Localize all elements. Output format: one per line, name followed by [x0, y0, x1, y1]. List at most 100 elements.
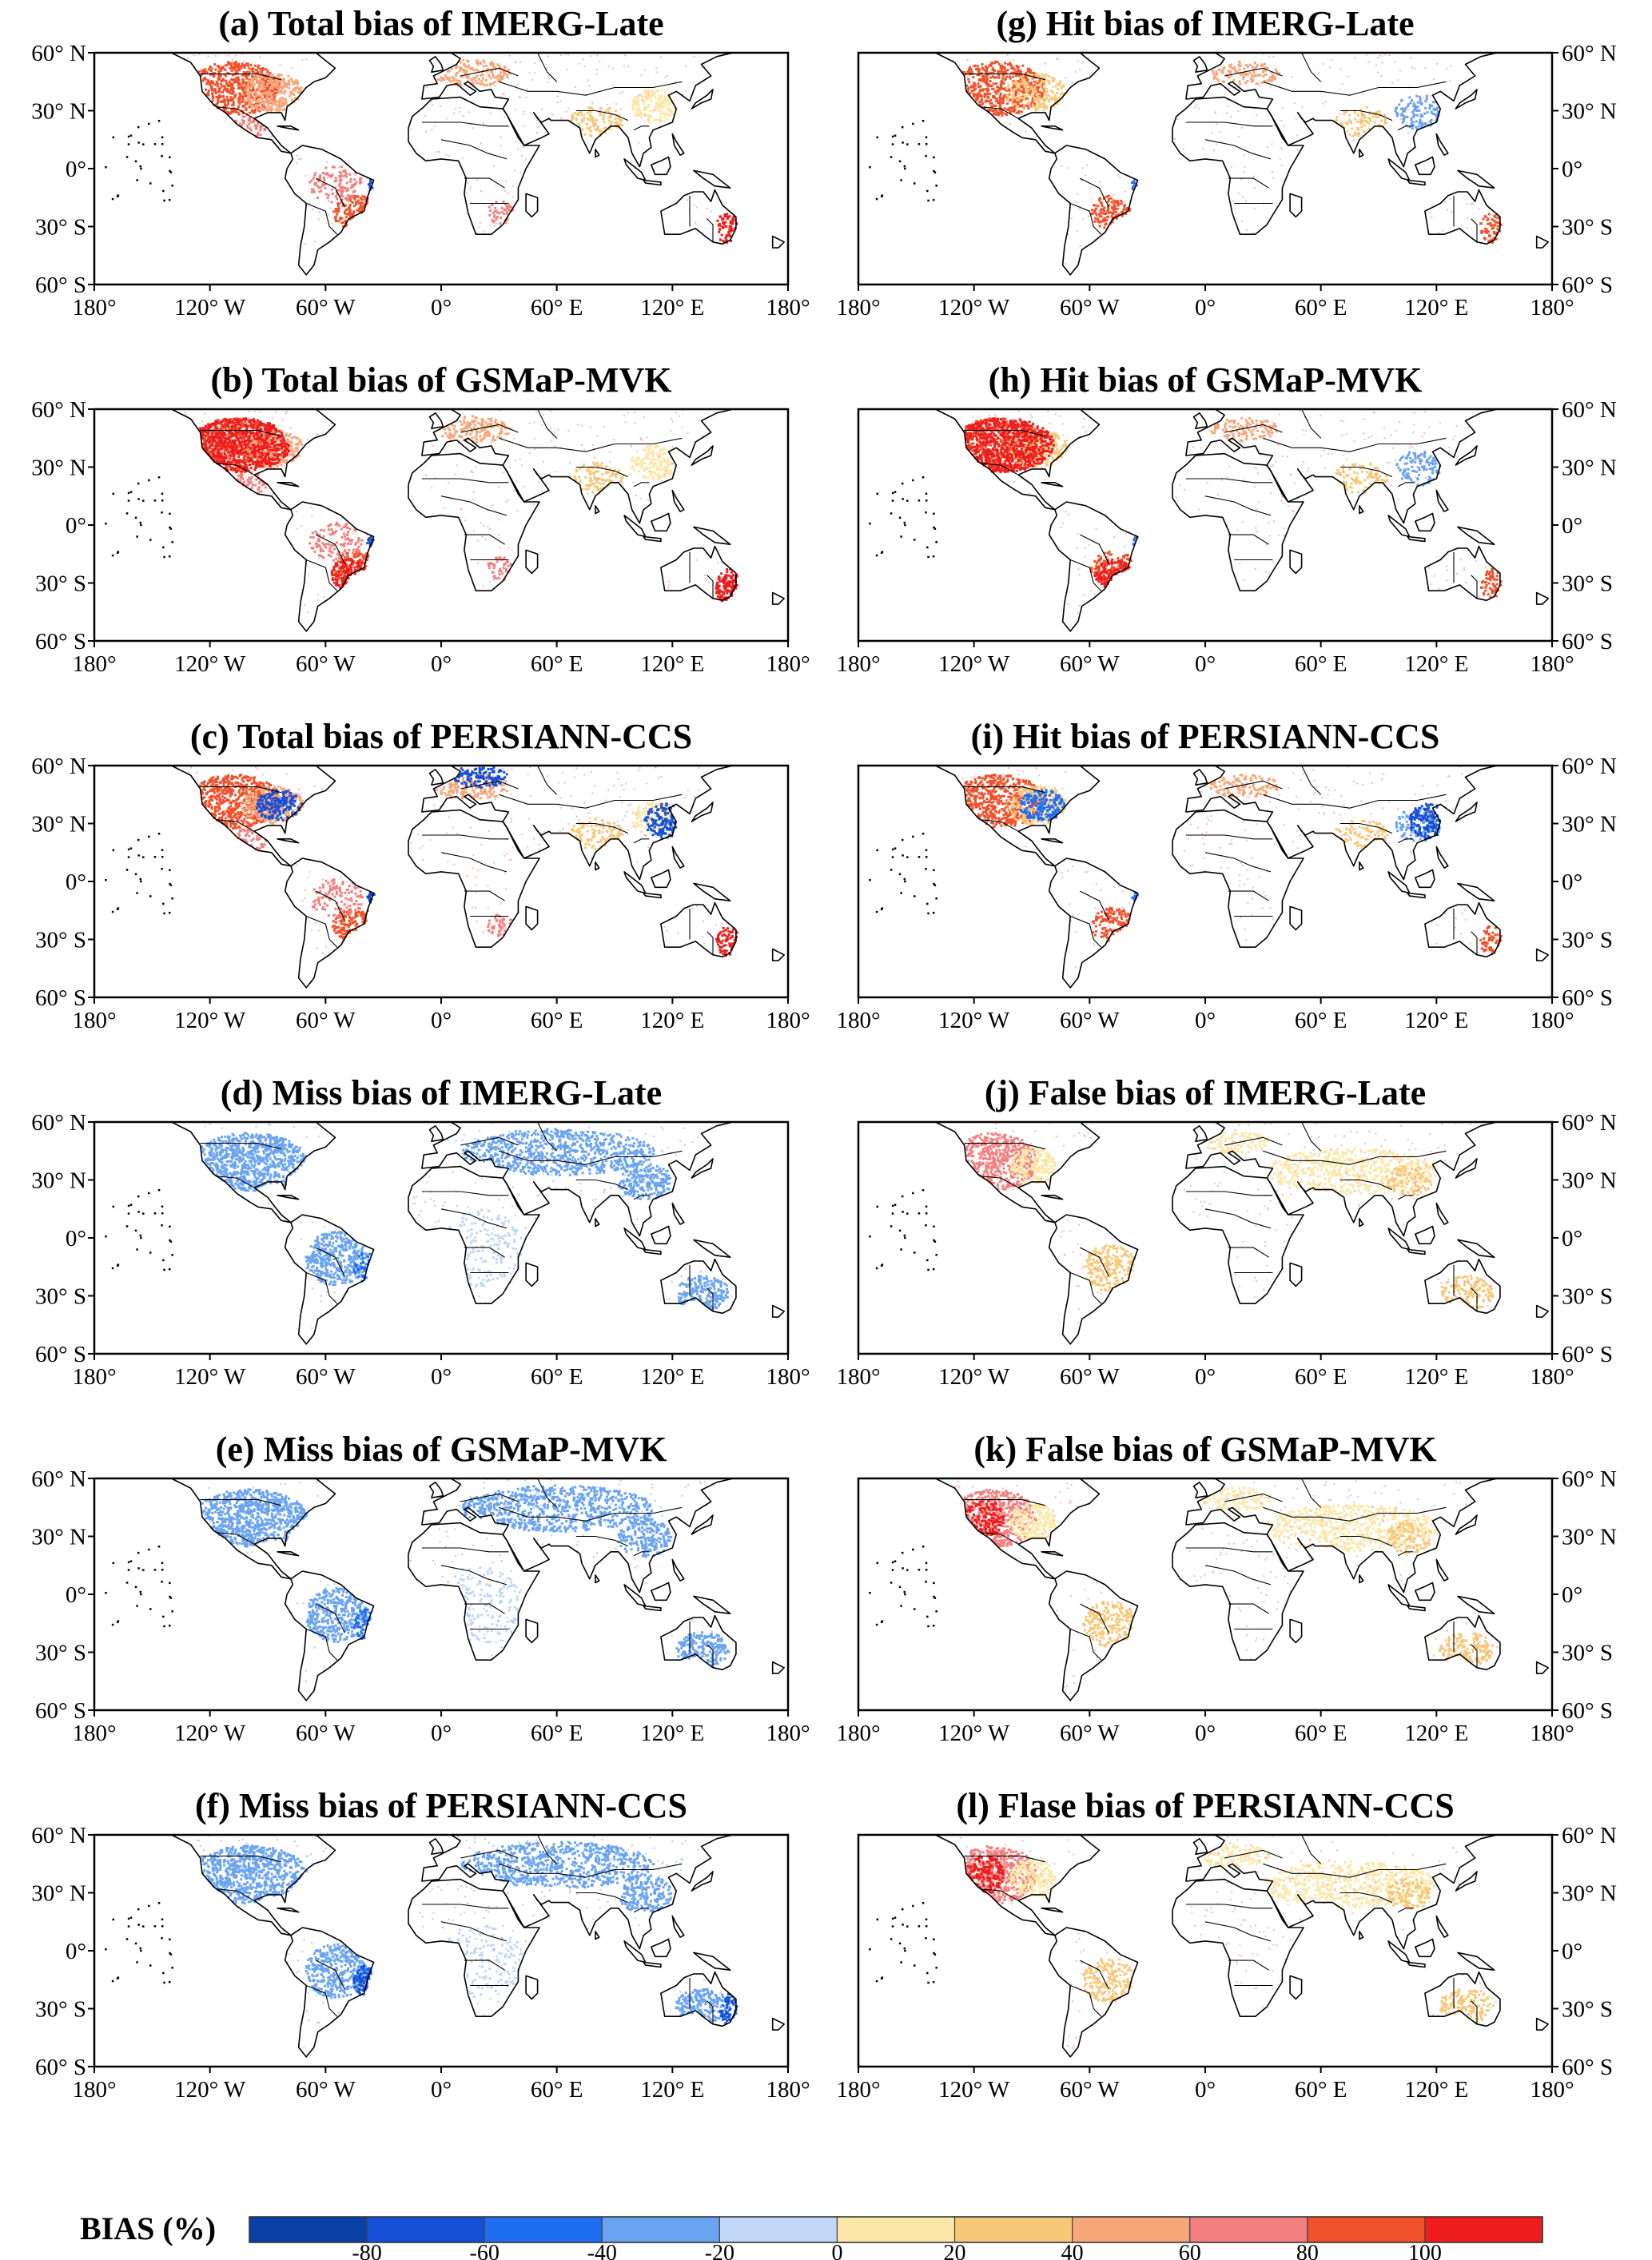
island-dot [137, 1195, 140, 1198]
island-dot [904, 1236, 906, 1239]
island-dot [876, 849, 879, 852]
coastline-newGuinea [693, 526, 731, 545]
border-line [537, 1478, 558, 1508]
border-line [1340, 1892, 1393, 1904]
island-dot [149, 895, 152, 897]
coastline-philippines [671, 133, 685, 156]
island-dot [139, 877, 142, 881]
lon-tick-label: 180° [1530, 651, 1574, 677]
bias-region [1209, 774, 1279, 798]
bias-region [965, 1844, 1037, 1904]
bias-region [1009, 1502, 1057, 1541]
border-line [440, 852, 508, 873]
coastline-cuba [1041, 1551, 1064, 1557]
coastline-borneo [1414, 1582, 1435, 1601]
border-line [1185, 1191, 1273, 1196]
lat-tick-label: 0° [66, 1939, 86, 1964]
lon-tick-label: 60° E [531, 295, 583, 320]
coastline-madagascar [1289, 193, 1303, 218]
island-dot [933, 869, 935, 872]
lon-tick-label: 60° W [1060, 1008, 1120, 1033]
island-dot [137, 125, 140, 129]
island-dot [875, 197, 878, 201]
bias-region [716, 213, 738, 244]
border-line [1263, 81, 1447, 96]
island-dot [169, 869, 171, 872]
map-content [105, 53, 788, 276]
island-dot [900, 179, 902, 181]
island-dot [932, 555, 935, 558]
map-frame [93, 1477, 790, 1712]
island-dot [880, 1977, 883, 1980]
island-dot [932, 1267, 935, 1271]
island-dot [171, 897, 173, 900]
island-dot [901, 482, 904, 485]
bias-region [1005, 73, 1068, 112]
bias-region [309, 521, 364, 562]
colorbar-label: -80 [352, 2241, 381, 2260]
coastlines [131, 53, 788, 276]
island-dot [918, 856, 921, 858]
coastline-japan [1455, 1871, 1478, 1892]
island-dot [134, 1229, 137, 1232]
coastline-australia [1424, 901, 1501, 958]
pacific-islands [869, 1189, 937, 1271]
map-frame [857, 1833, 1554, 2068]
colorbar-segment [719, 2216, 838, 2243]
island-dot [912, 835, 914, 838]
coastlines [895, 1478, 1552, 1701]
border-line [964, 1499, 1046, 1506]
lat-tick-label: 30° S [1562, 215, 1613, 241]
island-dot [105, 878, 107, 881]
lon-tick-label: 0° [1195, 295, 1216, 320]
lat-tick-label: 60° N [31, 754, 86, 779]
bias-region [619, 1873, 673, 1913]
island-dot [903, 877, 906, 881]
island-dot [926, 1615, 929, 1618]
island-dot [906, 1925, 909, 1928]
coastline-borneo [650, 1225, 671, 1245]
colorbar-label: 0 [831, 2241, 842, 2260]
island-dot [105, 1948, 107, 1951]
lon-tick-label: 0° [431, 1008, 452, 1033]
island-dot [914, 1608, 916, 1610]
lat-tick-label: 60° S [35, 1698, 86, 1724]
coastline-britain [1192, 56, 1208, 73]
island-dot [922, 476, 925, 479]
lat-tick-label: 30° S [1562, 1284, 1613, 1310]
island-dot [903, 1234, 906, 1237]
coastline-srilanka [1359, 505, 1364, 515]
island-dot [136, 1605, 138, 1607]
lat-tick-label: 60° S [1562, 273, 1613, 298]
colorbar-segment [249, 2216, 368, 2243]
island-dot [875, 1267, 878, 1270]
island-dot [906, 143, 909, 145]
coastline-madagascar [525, 1618, 539, 1644]
lon-tick-label: 60° E [531, 2077, 583, 2103]
coastline-australia [660, 1971, 737, 2027]
coastline-japan [691, 802, 714, 822]
island-dot [127, 856, 130, 858]
map-content [869, 1122, 1552, 1345]
border-line [979, 1532, 1019, 1545]
bias-region [448, 1208, 523, 1288]
coastline-japan [1455, 1158, 1478, 1179]
coastline-southAmerica [1048, 1570, 1139, 1701]
coastline-northAmerica [895, 1478, 1101, 1580]
island-dot [157, 476, 161, 479]
border-line [440, 1565, 508, 1586]
map-svg: 180° 120° W 60° W 0° 60° E 120° E 180° 60° N 30°… [836, 1110, 1616, 1390]
border-line [464, 534, 505, 545]
coastline-australia [1424, 1971, 1501, 2027]
border-line [1224, 1493, 1283, 1502]
coastline-srilanka [1359, 861, 1364, 871]
coastline-srilanka [595, 1931, 600, 1940]
island-dot [171, 541, 173, 543]
map-frame [857, 1477, 1554, 1712]
bias-region [631, 444, 675, 481]
island-dot [112, 1918, 115, 1921]
island-dot [129, 491, 133, 493]
border-line [1263, 1150, 1447, 1165]
border-line [1301, 1835, 1322, 1864]
lat-tick-label: 60° S [1562, 2055, 1613, 2080]
